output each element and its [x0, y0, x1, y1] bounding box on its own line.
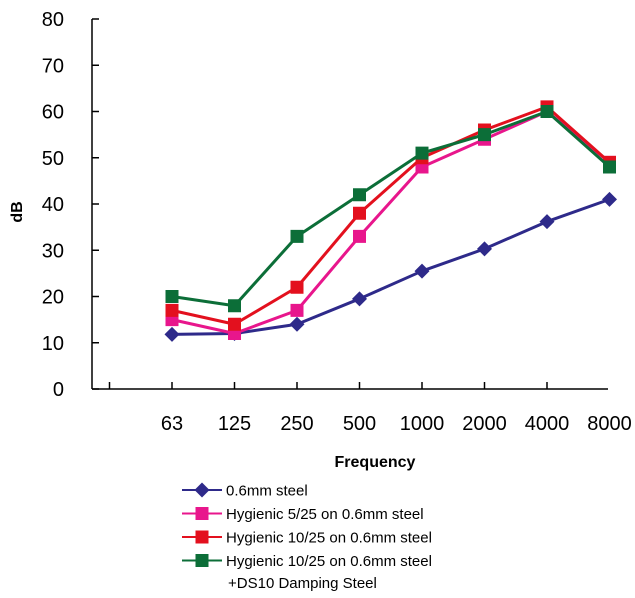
data-point-marker [478, 128, 491, 142]
data-point-marker [539, 214, 555, 230]
data-point-marker [228, 299, 241, 313]
x-tick-label: 1000 [400, 413, 445, 435]
data-point-marker [228, 317, 241, 331]
data-point-marker [165, 290, 179, 303]
y-tick-label: 40 [42, 194, 64, 216]
y-tick-label: 60 [42, 102, 64, 124]
y-tick-label: 80 [42, 9, 64, 31]
data-point-marker [603, 160, 616, 174]
y-axis-title: dB [9, 201, 26, 222]
x-tick-label: 500 [343, 413, 376, 435]
data-point-marker [289, 316, 305, 332]
y-tick-label: 0 [53, 379, 64, 401]
series-line [171, 197, 611, 336]
legend-item: 0.6mm steel [182, 482, 308, 500]
data-point-marker [165, 303, 179, 317]
data-point-marker [353, 188, 366, 202]
legend-label: Hygienic 10/25 on 0.6mm steel [226, 553, 432, 570]
legend-marker [194, 482, 210, 498]
series-layer [164, 100, 617, 342]
data-point-marker [602, 191, 617, 207]
y-tick-label: 10 [42, 333, 64, 355]
legend-item: Hygienic 10/25 on 0.6mm steel +DS10 Dampi… [182, 553, 432, 592]
data-point-marker [164, 326, 180, 342]
series-line [171, 105, 611, 326]
x-tick-label: 125 [218, 413, 251, 435]
x-tick-label: 250 [280, 413, 313, 435]
x-axis-title: Frequency [335, 454, 416, 471]
x-tick-label: 4000 [525, 413, 570, 435]
legend-label: Hygienic 10/25 on 0.6mm steel [226, 530, 432, 547]
x-tick-label: 2000 [462, 413, 507, 435]
data-point-marker [477, 241, 492, 257]
y-tick-label: 70 [42, 55, 64, 77]
data-point-marker [353, 206, 366, 220]
x-tick-label: 63 [161, 413, 183, 435]
x-tick-label: 8000 [587, 413, 632, 435]
legend-item: Hygienic 10/25 on 0.6mm steel [182, 530, 432, 547]
x-axis-ticks: 63 125 250 500 1000 2000 4000 8000 [108, 382, 632, 435]
legend-marker [195, 530, 209, 544]
legend-label: Hygienic 5/25 on 0.6mm steel [226, 506, 424, 523]
legend-label-line2: +DS10 Damping Steel [228, 575, 377, 592]
y-tick-label: 30 [42, 240, 64, 262]
data-point-marker [353, 229, 366, 243]
chart-legend: 0.6mm steel Hygienic 5/25 on 0.6mm steel H… [182, 482, 432, 592]
legend-marker [195, 554, 209, 567]
data-point-marker [290, 229, 304, 243]
data-point-marker [352, 291, 367, 307]
legend-item: Hygienic 5/25 on 0.6mm steel [182, 506, 424, 523]
series-4 [165, 105, 616, 313]
data-point-marker [415, 146, 429, 160]
data-point-marker [290, 303, 304, 317]
data-point-marker [414, 263, 430, 279]
y-tick-label: 50 [42, 148, 64, 170]
legend-marker [195, 507, 209, 520]
legend-label: 0.6mm steel [226, 483, 308, 500]
series-line [171, 110, 611, 308]
data-point-marker [290, 280, 304, 294]
y-tick-label: 20 [42, 287, 64, 309]
data-point-marker [540, 105, 554, 118]
y-axis-ticks: 0 10 20 30 40 50 60 70 80 [42, 9, 99, 401]
